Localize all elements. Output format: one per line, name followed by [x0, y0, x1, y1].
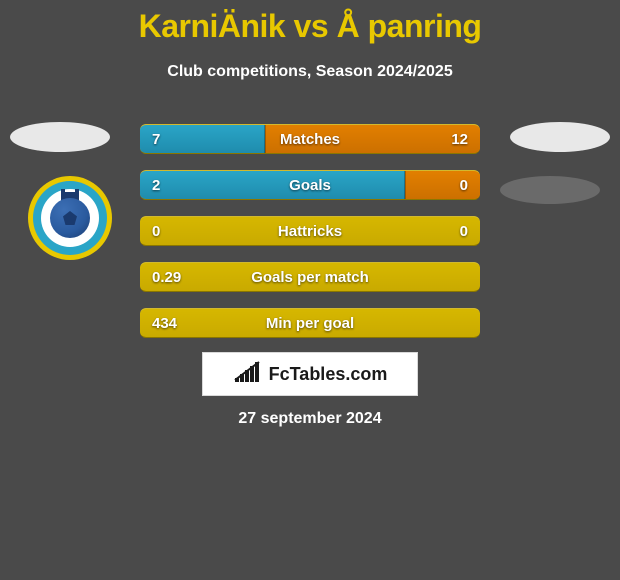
bar-chart-icon	[233, 360, 263, 389]
bar-right-value: 0	[460, 171, 468, 200]
comparison-row: 2Goals0	[140, 170, 480, 200]
bar-label: Goals per match	[140, 263, 480, 292]
page-subtitle: Club competitions, Season 2024/2025	[0, 63, 620, 81]
comparison-bars: 7Matches122Goals00Hattricks00.29Goals pe…	[140, 124, 480, 354]
player-right-club-placeholder	[500, 176, 600, 204]
bar-label: Goals	[140, 171, 480, 200]
comparison-row: 7Matches12	[140, 124, 480, 154]
update-date: 27 september 2024	[0, 410, 620, 428]
bar-label: Hattricks	[140, 217, 480, 246]
soccer-ball-icon	[50, 198, 90, 238]
bar-right-value: 12	[451, 125, 468, 154]
fctables-badge[interactable]: FcTables.com	[202, 352, 418, 396]
bar-right-value: 0	[460, 217, 468, 246]
comparison-row: 0.29Goals per match	[140, 262, 480, 292]
comparison-row: 434Min per goal	[140, 308, 480, 338]
page-title: KarniÄnik vs Å panring	[0, 0, 620, 45]
comparison-row: 0Hattricks0	[140, 216, 480, 246]
player-right-avatar-placeholder	[510, 122, 610, 152]
bar-label: Min per goal	[140, 309, 480, 338]
club-crest	[28, 176, 112, 260]
fctables-label: FcTables.com	[269, 364, 388, 385]
player-left-avatar-placeholder	[10, 122, 110, 152]
bar-label: Matches	[140, 125, 480, 154]
